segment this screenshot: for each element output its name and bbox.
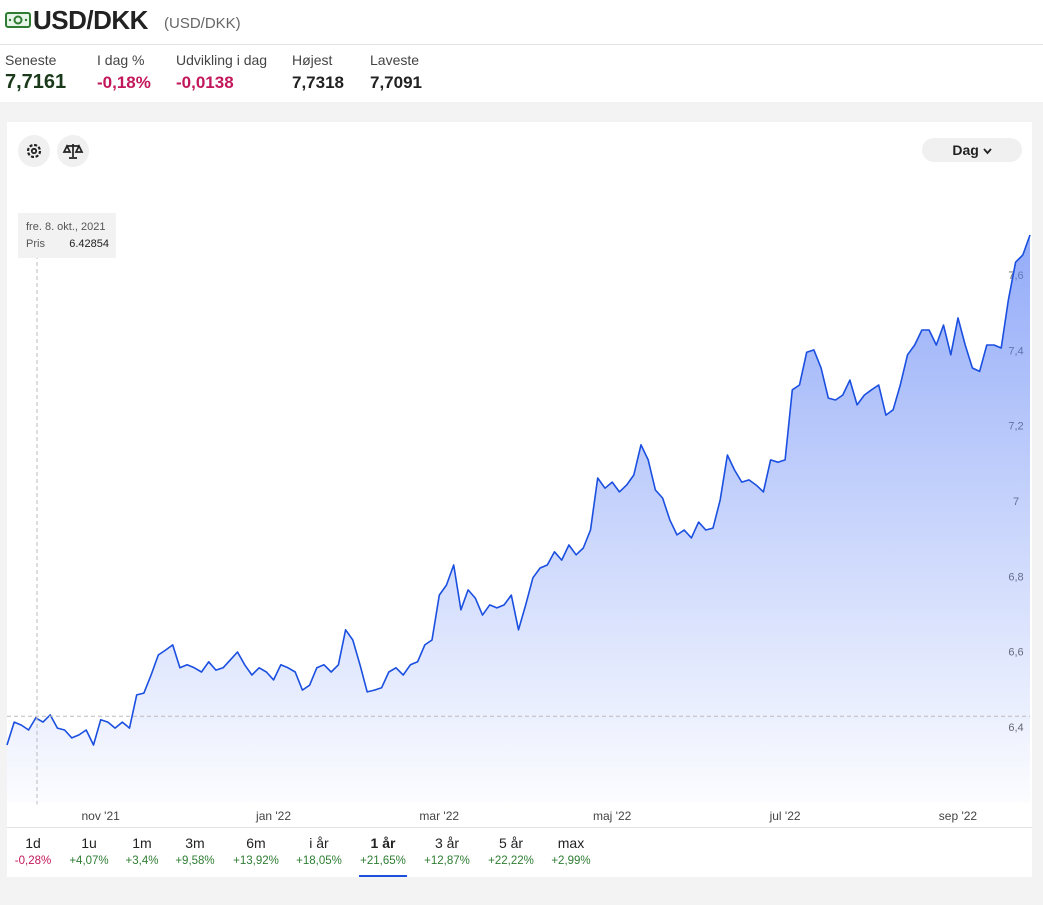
stat-label: Seneste [5, 52, 57, 68]
compare-button[interactable] [57, 135, 89, 167]
interval-dropdown[interactable]: Dag [922, 138, 1022, 162]
settings-button[interactable] [18, 135, 50, 167]
period-change: -0,28% [14, 855, 52, 867]
period-change: +12,87% [424, 855, 470, 867]
period-label: max [557, 835, 585, 851]
header: USD/DKK (USD/DKK) Seneste 7,7161 I dag % -0… [0, 0, 1043, 102]
settings-icon [26, 143, 42, 159]
period-tab[interactable]: 3 år +12,87% [423, 828, 471, 877]
period-label: 6m [246, 835, 266, 851]
period-tab[interactable]: 3m +9,58% [171, 828, 219, 877]
period-tab[interactable]: 1u +4,07% [65, 828, 113, 877]
period-tab[interactable]: 5 år +22,22% [487, 828, 535, 877]
stat-label: Højest [292, 52, 333, 68]
stat: Udvikling i dag -0,0138 [176, 52, 267, 93]
stat: Seneste 7,7161 [5, 52, 66, 94]
period-tabs: 1d -0,28% 1u +4,07% 1m +3,4% 3m +9,58% 6m +13,92%… [7, 827, 1032, 878]
subtitle: (USD/DKK) [164, 15, 241, 32]
period-change: +13,92% [233, 855, 279, 867]
period-label: 1m [132, 835, 152, 851]
stat-value: 7,7318 [292, 73, 344, 92]
period-label: 5 år [498, 835, 524, 851]
period-tab[interactable]: 1 år +21,65% [359, 828, 407, 877]
stat-value: 7,7161 [5, 71, 67, 93]
currency-icon [5, 12, 31, 28]
period-change: +9,58% [175, 855, 215, 867]
interval-label: Dag [952, 142, 979, 158]
period-change: +4,07% [69, 855, 109, 867]
period-label: 1u [81, 835, 97, 851]
stat-value: -0,18% [97, 73, 151, 92]
period-tab[interactable]: 1m +3,4% [118, 828, 166, 877]
period-label: 3 år [434, 835, 460, 851]
period-change: +3,4% [125, 855, 159, 867]
stat-label: I dag % [97, 52, 145, 68]
stat-value: -0,0138 [176, 73, 234, 92]
period-tab[interactable]: 1d -0,28% [9, 828, 57, 877]
period-tab[interactable]: 6m +13,92% [232, 828, 280, 877]
period-change: +22,22% [488, 855, 534, 867]
title-bar: USD/DKK (USD/DKK) [0, 0, 1043, 45]
stat-label: Laveste [370, 52, 420, 68]
period-label: 3m [185, 835, 205, 851]
stat: Laveste 7,7091 [370, 52, 422, 93]
stat: I dag % -0,18% [97, 52, 151, 93]
period-tab[interactable]: max +2,99% [547, 828, 595, 877]
period-change: +2,99% [551, 855, 591, 867]
period-label: 1d [25, 835, 41, 851]
title: USD/DKK [33, 5, 148, 35]
stat: Højest 7,7318 [292, 52, 344, 93]
chart-card [7, 122, 1032, 877]
compare-icon [62, 144, 84, 159]
stat-label: Udvikling i dag [176, 52, 268, 68]
chevron [982, 148, 992, 155]
period-change: +21,65% [360, 855, 406, 867]
period-tab[interactable]: i år +18,05% [295, 828, 343, 877]
stat-value: 7,7091 [370, 73, 422, 92]
period-label: i år [309, 835, 329, 851]
period-label: 1 år [370, 835, 396, 851]
period-change: +18,05% [296, 855, 342, 867]
